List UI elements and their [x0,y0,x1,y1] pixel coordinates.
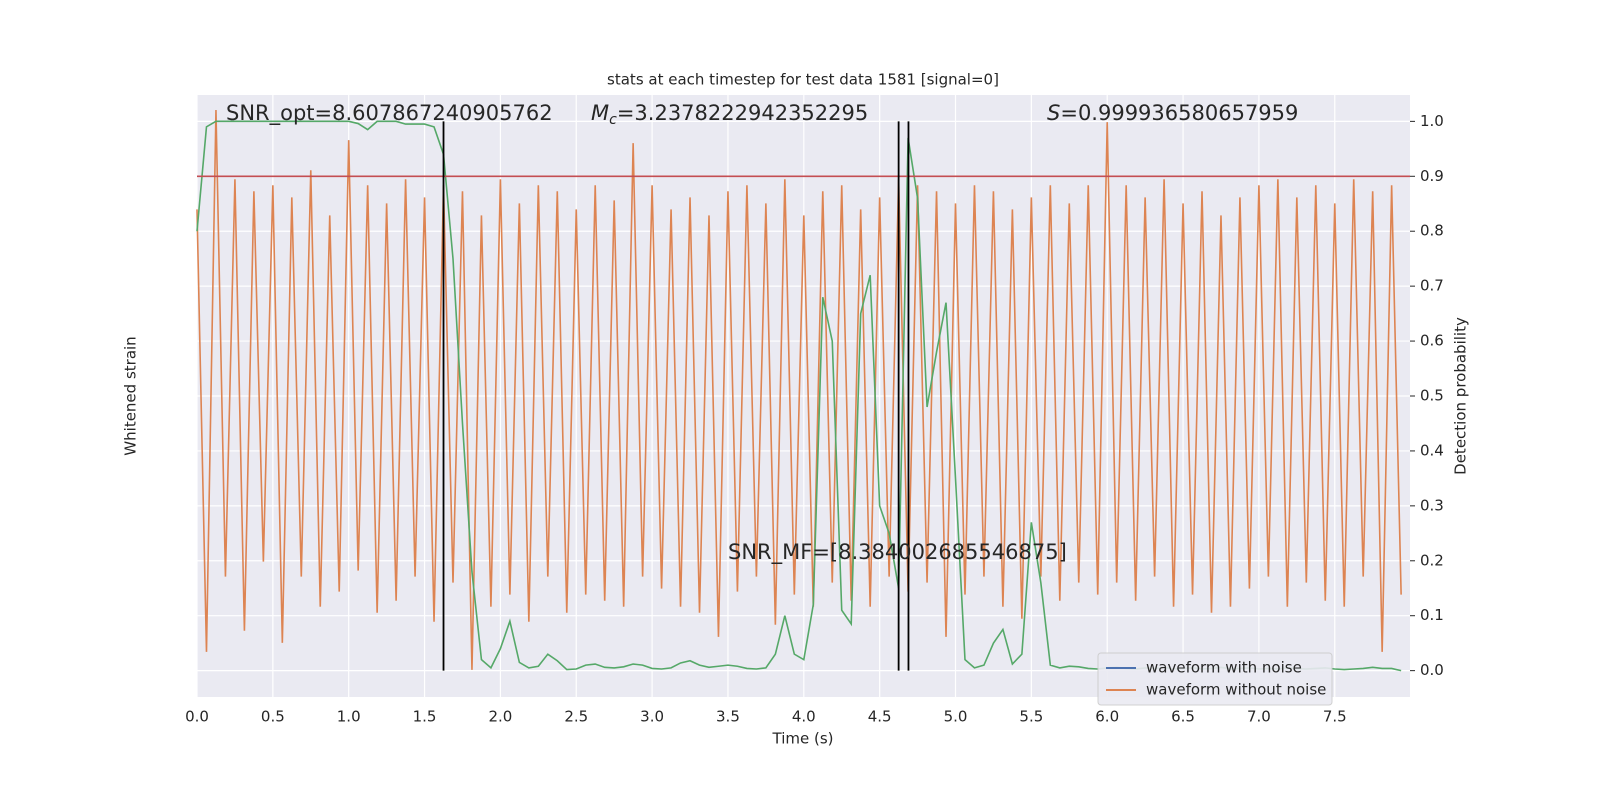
x-tick-label: 2.5 [564,708,588,726]
x-tick-label: 1.5 [413,708,437,726]
y2-tick-label: 0.8 [1420,222,1444,240]
y-axis-label: Whitened strain [122,336,140,455]
y2-tick-label: 0.0 [1420,661,1444,679]
annotation: SNR_opt=8.607867240905762 [226,101,553,126]
legend-label: waveform with noise [1146,659,1302,677]
x-tick-label: 5.0 [944,708,968,726]
annotation-text: SNR_MF=[8.384002685546875] [728,540,1067,565]
x-tick-label: 3.5 [716,708,740,726]
x-tick-label: 0.0 [185,708,209,726]
y2-tick-label: 0.5 [1420,387,1444,405]
annotation: SNR_MF=[8.384002685546875] [728,540,1067,565]
annotation-symbol: M [591,101,609,125]
y2-tick-label: 0.9 [1420,167,1444,185]
y2-tick-label: 0.3 [1420,496,1444,514]
x-tick-label: 5.5 [1019,708,1043,726]
annotation: Mc=3.2378222942352295 [591,101,868,128]
legend-box [1097,652,1333,706]
x-axis-label: Time (s) [772,730,834,748]
y2-tick-label: 0.7 [1420,277,1444,295]
y2-tick-label: 1.0 [1420,112,1444,130]
x-tick-label: 6.0 [1095,708,1119,726]
y2-tick-label: 0.4 [1420,441,1444,459]
x-tick-label: 7.5 [1323,708,1347,726]
x-tick-label: 0.5 [261,708,285,726]
x-tick-label: 2.0 [488,708,512,726]
y2-tick-label: 0.1 [1420,606,1444,624]
labels: 0.0 0.5 1.0 1.5 2.0 2.5 3.0 3.5 4.0 4.5 5.0 5.5 6.0 6… [185,101,1444,726]
legend-label: waveform without noise [1146,681,1326,699]
series-line [196,110,1402,670]
annotation-symbol: S [1047,101,1060,125]
legend: waveform with noise waveform without nois… [1097,652,1333,706]
annotation: S=0.999936580657959 [1047,101,1298,125]
x-tick-label: 4.5 [868,708,892,726]
x-tick-label: 1.0 [337,708,361,726]
marks [196,110,1410,672]
annotation-text: SNR_opt=8.607867240905762 [226,101,553,126]
x-tick-label: 3.0 [640,708,664,726]
chart-title: stats at each timestep for test data 158… [607,71,999,89]
y2-axis-label: Detection probability [1452,317,1470,475]
x-tick-label: 4.0 [792,708,816,726]
annotation-text: =0.999936580657959 [1060,101,1298,125]
y2-tick-label: 0.6 [1420,332,1444,350]
annotation-text: =3.2378222942352295 [617,101,868,125]
y2-tick-label: 0.2 [1420,551,1444,569]
x-tick-label: 6.5 [1171,708,1195,726]
annotation-subscript: c [609,112,617,128]
x-tick-label: 7.0 [1247,708,1271,726]
